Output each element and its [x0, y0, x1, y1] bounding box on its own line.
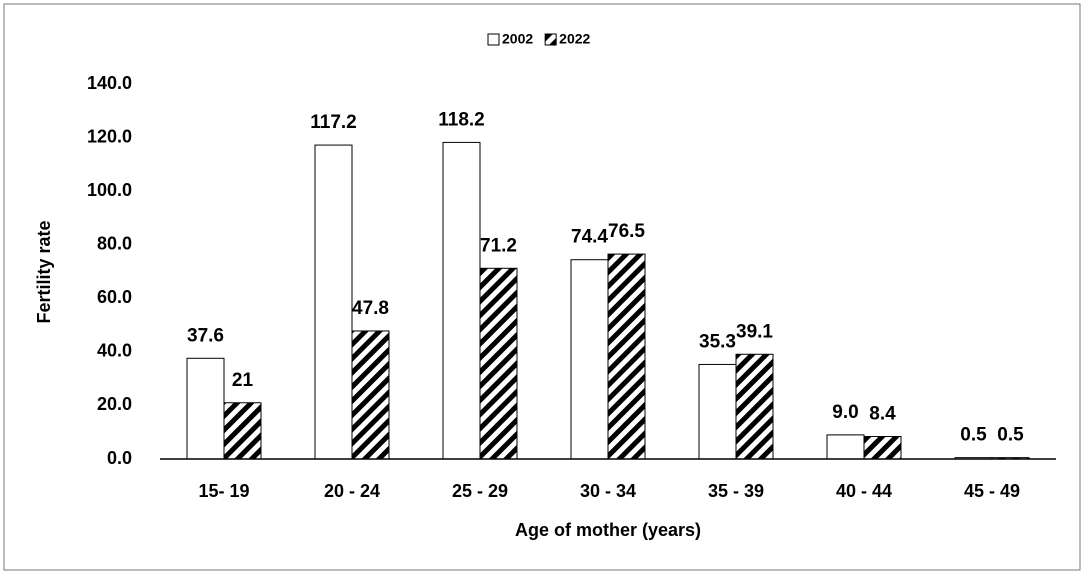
bar — [863, 436, 902, 460]
x-tick-label: 30 - 34 — [580, 481, 636, 501]
x-tick-label: 35 - 39 — [708, 481, 764, 501]
data-label: 8.4 — [869, 404, 896, 425]
x-axis-title: Age of mother (years) — [515, 520, 701, 540]
data-label: 74.4 — [571, 227, 608, 248]
data-label: 118.2 — [438, 109, 485, 130]
y-tick-label: 20.0 — [97, 394, 132, 414]
x-tick-label: 40 - 44 — [836, 481, 892, 501]
chart-frame — [3, 3, 1081, 571]
data-label: 0.5 — [960, 425, 987, 446]
data-label: 39.1 — [736, 321, 773, 342]
data-label: 47.8 — [352, 298, 389, 319]
data-label: 35.3 — [699, 331, 736, 352]
y-tick-label: 60.0 — [97, 287, 132, 307]
legend-swatch — [544, 33, 557, 46]
y-tick-label: 140.0 — [87, 73, 132, 93]
data-label: 37.6 — [187, 325, 224, 346]
x-tick-label: 15- 19 — [198, 481, 249, 501]
bar — [826, 434, 865, 460]
bar — [479, 267, 518, 460]
bar — [223, 402, 262, 460]
legend-label: 2002 — [502, 31, 533, 47]
bar — [570, 259, 609, 460]
bar — [351, 330, 390, 460]
bar — [314, 144, 353, 460]
y-tick-label: 80.0 — [97, 233, 132, 253]
y-axis-title: Fertility rate — [34, 220, 54, 323]
y-tick-label: 120.0 — [87, 126, 132, 146]
data-label: 9.0 — [832, 402, 858, 423]
data-label: 21 — [232, 370, 254, 391]
data-label: 76.5 — [608, 221, 645, 242]
bar — [186, 357, 225, 460]
x-tick-label: 20 - 24 — [324, 481, 380, 501]
y-tick-label: 100.0 — [87, 180, 132, 200]
x-tick-label: 45 - 49 — [964, 481, 1020, 501]
x-tick-label: 25 - 29 — [452, 481, 508, 501]
bar — [607, 253, 646, 460]
bar — [698, 363, 737, 460]
legend-label: 2022 — [559, 31, 590, 47]
bar — [442, 141, 481, 460]
y-tick-label: 0.0 — [107, 448, 132, 468]
data-label: 71.2 — [480, 235, 517, 256]
legend-swatch — [487, 33, 500, 46]
data-label: 117.2 — [310, 112, 357, 133]
data-label: 0.5 — [997, 425, 1024, 446]
bar — [735, 353, 774, 460]
y-tick-label: 40.0 — [97, 341, 132, 361]
